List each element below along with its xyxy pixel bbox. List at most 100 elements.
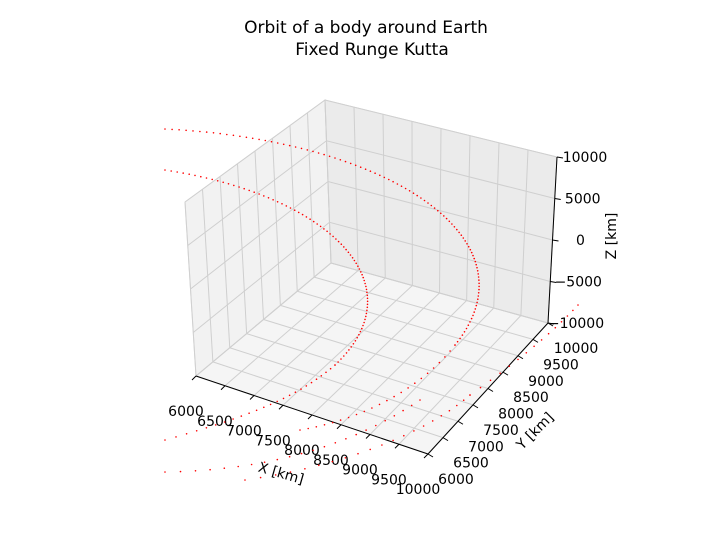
orbit-point	[466, 243, 468, 245]
orbit-point	[282, 143, 285, 146]
x-tick-label: 6000	[168, 404, 204, 420]
x-tick-label: 8500	[313, 453, 349, 469]
orbit-point	[318, 464, 320, 467]
orbit-point	[315, 426, 318, 428]
orbit-point	[413, 430, 415, 432]
orbit-point	[192, 130, 194, 132]
orbit-point	[200, 175, 202, 178]
orbit-point	[358, 333, 360, 336]
orbit-point	[464, 240, 467, 242]
orbit-point	[325, 371, 327, 374]
orbit-point	[329, 233, 331, 235]
orbit-point	[347, 251, 350, 254]
orbit-point	[378, 403, 381, 406]
orbit-point	[317, 152, 320, 154]
orbit-point	[244, 479, 246, 481]
orbit-point	[354, 164, 357, 167]
orbit-point	[350, 346, 353, 348]
orbit-point	[458, 231, 460, 234]
orbit-point	[264, 139, 267, 142]
orbit-point	[456, 404, 458, 407]
orbit-point	[475, 304, 478, 307]
wall-grid-z	[195, 262, 549, 377]
orbit-point	[360, 271, 362, 273]
orbit-point	[335, 238, 337, 240]
orbit-point	[365, 288, 368, 291]
orbit-point	[419, 399, 421, 401]
orbit-point	[554, 326, 557, 329]
orbit-point	[195, 430, 198, 432]
y-tick-mark	[487, 388, 494, 392]
orbit-point	[474, 260, 477, 263]
orbit-point	[282, 397, 285, 400]
orbit-point	[348, 349, 350, 351]
orbit-point	[359, 330, 362, 333]
orbit-point	[366, 291, 368, 294]
orbit-point	[449, 350, 451, 352]
orbit-point	[540, 339, 543, 341]
orbit-point	[469, 394, 471, 396]
x-tick-mark	[336, 424, 342, 430]
orbit-point	[448, 220, 451, 223]
x-tick-label: 6500	[197, 414, 233, 430]
orbit-point	[194, 470, 197, 472]
orbit-point	[323, 424, 326, 426]
axes	[191, 156, 564, 459]
orbit-point	[274, 474, 277, 476]
orbit-point	[363, 410, 366, 413]
orbit-point	[402, 409, 404, 412]
orbit-point	[212, 132, 215, 134]
orbit-point	[432, 367, 435, 369]
orbit-point	[364, 168, 367, 170]
orbit-point	[185, 129, 187, 132]
orbit-point	[358, 268, 361, 270]
orbit-point	[352, 343, 355, 345]
z-tick-mark	[554, 198, 561, 200]
orbit-point	[517, 358, 519, 361]
orbit-point	[259, 476, 262, 479]
orbit-point	[463, 331, 466, 333]
orbit-point	[312, 449, 314, 452]
orbit-point	[404, 187, 407, 190]
orbit-point	[453, 226, 456, 228]
orbit-point	[422, 425, 425, 427]
chart-title-line1: Orbit of a body around Earth	[244, 18, 488, 38]
orbit-point	[423, 199, 426, 202]
orbit-point	[414, 382, 416, 385]
orbit-point	[443, 215, 445, 217]
orbit-point	[344, 160, 347, 163]
orbit-point	[420, 197, 422, 199]
orbit-point	[178, 129, 180, 131]
orbit-point	[323, 228, 325, 230]
orbit-point	[188, 173, 190, 175]
orbit-point	[171, 128, 173, 131]
orbit-point	[337, 240, 340, 243]
orbit-point	[316, 223, 319, 225]
orbit-point	[472, 254, 474, 257]
orbit-point	[416, 194, 419, 197]
orbit-point	[334, 442, 337, 444]
orbit-point	[489, 379, 492, 382]
orbit-point	[354, 340, 357, 342]
orbit-point	[467, 324, 470, 327]
orbit-point	[182, 172, 184, 174]
orbit-point	[363, 279, 366, 282]
orbit-point	[345, 248, 347, 251]
orbit-point	[331, 460, 334, 463]
orbit-point	[323, 445, 326, 448]
orbit-point	[304, 468, 306, 470]
z-tick-label: 10000	[563, 150, 608, 166]
orbit-point	[294, 146, 297, 148]
orbit-point	[475, 263, 478, 266]
orbit-point	[440, 415, 443, 417]
x-tick-label: 10000	[396, 482, 441, 498]
orbit-point	[369, 170, 372, 172]
orbit-point	[478, 288, 480, 291]
orbit-point	[328, 155, 331, 158]
orbit-point	[214, 424, 217, 426]
orbit-point	[340, 243, 343, 245]
z-tick-label: 5000	[565, 192, 601, 208]
x-tick-label: 7500	[255, 433, 291, 449]
orbit-point	[209, 468, 211, 471]
